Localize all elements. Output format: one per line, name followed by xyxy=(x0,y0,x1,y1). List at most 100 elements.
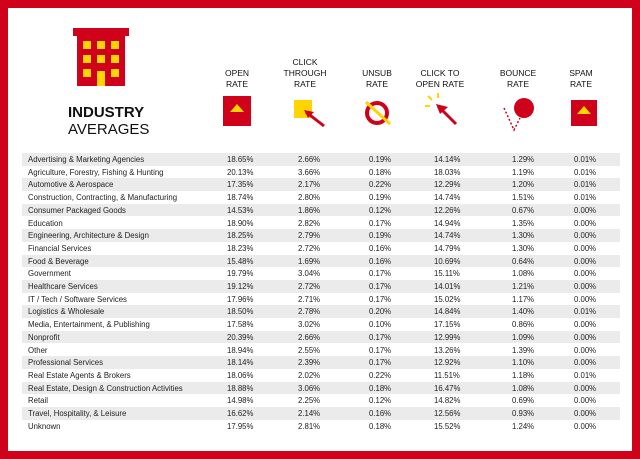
rate-value: 0.17% xyxy=(369,218,392,228)
rate-value: 1.21% xyxy=(512,282,535,291)
rate-value: 20.13% xyxy=(227,167,254,177)
rate-value: 0.00% xyxy=(574,256,597,266)
rate-value: 1.09% xyxy=(512,332,535,342)
rate-value: 0.18% xyxy=(369,421,392,431)
rate-value: 0.22% xyxy=(369,180,392,190)
rate-value: 0.17% xyxy=(369,345,392,355)
industry-name: Real Estate Agents & Brokers xyxy=(28,370,131,380)
table-row: Healthcare Services 19.12% 2.72% 0.17% 14.01… xyxy=(22,280,620,293)
rate-value: 0.00% xyxy=(574,345,597,355)
rate-value: 1.18% xyxy=(512,370,535,380)
rate-value: 2.82% xyxy=(298,218,321,228)
rate-value: 0.16% xyxy=(369,256,392,266)
rate-value: 10.69% xyxy=(434,256,461,266)
rate-value: 2.17% xyxy=(298,180,321,190)
rate-value: 12.29% xyxy=(434,180,461,190)
header-line: RATE xyxy=(365,79,389,89)
table-row: Government 19.79% 3.04% 0.17% 15.11% 1.08% 0.0… xyxy=(22,267,620,280)
rate-value: 18.50% xyxy=(227,307,254,317)
rate-value: 1.29% xyxy=(512,155,535,164)
rate-value: 14.98% xyxy=(227,396,254,406)
rate-value: 1.39% xyxy=(512,345,535,355)
column-header: BOUNCE RATE xyxy=(478,68,558,90)
header-line: SPAM xyxy=(569,68,593,78)
rate-value: 12.99% xyxy=(434,332,461,342)
rate-value: 0.17% xyxy=(369,269,392,279)
table-row: Travel, Hospitality, & Leisure 16.62% 2.14… xyxy=(22,407,620,420)
title-bold: INDUSTRY xyxy=(68,104,145,121)
rate-value: 0.00% xyxy=(574,421,597,431)
rate-value: 1.86% xyxy=(298,205,321,215)
rate-value: 0.22% xyxy=(369,370,392,380)
industry-name: Unknown xyxy=(28,421,61,431)
header-line: RATE xyxy=(506,79,530,89)
rate-value: 16.62% xyxy=(227,409,254,418)
industry-name: Agriculture, Forestry, Fishing & Hunting xyxy=(28,167,164,177)
industry-name: IT / Tech / Software Services xyxy=(28,294,127,304)
bounce-icon xyxy=(503,98,534,132)
rate-value: 14.14% xyxy=(434,155,461,164)
rate-value: 2.79% xyxy=(298,231,321,241)
rate-value: 14.01% xyxy=(434,282,461,291)
rate-value: 14.79% xyxy=(434,243,461,253)
table-row: Real Estate Agents & Brokers 18.06% 2.02% 0… xyxy=(22,369,620,382)
rate-value: 18.25% xyxy=(227,231,254,241)
rate-value: 3.66% xyxy=(298,167,321,177)
rate-value: 19.79% xyxy=(227,269,254,279)
rate-value: 0.00% xyxy=(574,383,597,393)
rate-value: 0.00% xyxy=(574,358,597,368)
table-row: Automotive & Aerospace 17.35% 2.17% 0.22% 12… xyxy=(22,178,620,191)
rate-value: 2.39% xyxy=(298,358,321,368)
rate-value: 14.82% xyxy=(434,396,461,406)
rate-value: 0.69% xyxy=(512,396,535,406)
industry-name: Consumer Packaged Goods xyxy=(28,205,126,215)
table-row: Real Estate, Design & Construction Activ… xyxy=(22,381,620,395)
rate-value: 15.11% xyxy=(434,269,460,279)
rate-value: 0.93% xyxy=(512,409,535,418)
rate-value: 3.06% xyxy=(298,383,321,393)
rate-value: 0.10% xyxy=(369,320,392,330)
header-line: THROUGH xyxy=(283,68,327,78)
header-line: OPEN xyxy=(224,68,250,78)
rate-value: 17.95% xyxy=(227,421,254,431)
table-row: IT / Tech / Software Services 17.96% 2.71%… xyxy=(22,293,620,306)
rate-value: 0.12% xyxy=(369,396,392,406)
rate-value: 0.01% xyxy=(574,180,597,190)
rate-value: 2.66% xyxy=(298,155,321,164)
header-line: CLICK xyxy=(292,57,318,67)
rate-value: 18.90% xyxy=(227,218,254,228)
rate-value: 1.30% xyxy=(512,231,535,241)
rate-value: 0.00% xyxy=(574,269,597,279)
industry-name: Other xyxy=(28,345,48,355)
table-row: Financial Services 18.23% 2.72% 0.16% 14.79%… xyxy=(22,242,620,255)
rate-value: 0.01% xyxy=(574,167,597,177)
rate-value: 13.26% xyxy=(434,345,461,355)
rate-value: 0.12% xyxy=(369,205,392,215)
building-icon xyxy=(73,28,129,86)
rate-value: 0.19% xyxy=(369,231,392,241)
industry-name: Advertising & Marketing Agencies xyxy=(28,155,145,164)
rate-value: 0.01% xyxy=(574,370,597,380)
click-icon xyxy=(294,100,325,128)
rate-value: 0.00% xyxy=(574,294,597,304)
rate-value: 0.00% xyxy=(574,218,597,228)
rate-value: 17.96% xyxy=(227,294,254,304)
rate-value: 18.88% xyxy=(227,383,254,393)
rate-value: 1.40% xyxy=(512,307,535,317)
industry-name: Media, Entertainment, & Publishing xyxy=(28,320,150,330)
rate-value: 17.15% xyxy=(434,320,461,330)
rate-value: 2.72% xyxy=(298,282,321,291)
rate-value: 0.17% xyxy=(369,358,392,368)
cto-icon xyxy=(425,93,458,126)
rate-value: 19.12% xyxy=(227,282,254,291)
industry-name: Real Estate, Design & Construction Activ… xyxy=(28,383,183,393)
rate-value: 16.47% xyxy=(434,383,461,393)
rate-value: 0.18% xyxy=(369,167,392,177)
rate-value: 0.16% xyxy=(369,409,392,418)
industry-name: Retail xyxy=(28,396,48,406)
industry-name: Healthcare Services xyxy=(28,282,98,291)
table-row: Engineering, Architecture & Design 18.25%… xyxy=(22,229,620,242)
icons xyxy=(73,28,597,132)
industry-name: Food & Beverage xyxy=(28,256,89,266)
open-icon xyxy=(223,96,251,126)
